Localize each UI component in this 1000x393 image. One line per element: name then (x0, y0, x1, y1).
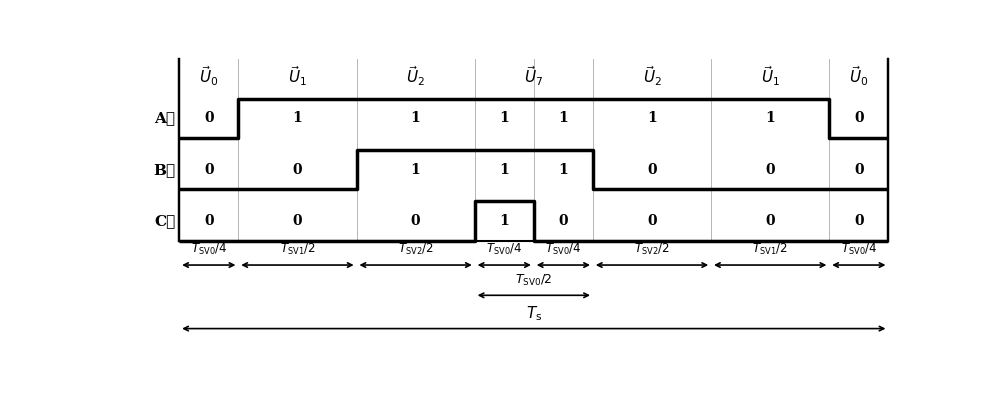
Text: $T_{\mathrm{SV0}}/4$: $T_{\mathrm{SV0}}/4$ (841, 242, 877, 257)
Text: $\vec{U}_2$: $\vec{U}_2$ (406, 64, 425, 88)
Text: 0: 0 (647, 214, 657, 228)
Text: 0: 0 (293, 214, 302, 228)
Text: 1: 1 (499, 111, 509, 125)
Text: 0: 0 (854, 163, 864, 177)
Text: $\vec{U}_7$: $\vec{U}_7$ (524, 64, 543, 88)
Text: 0: 0 (293, 163, 302, 177)
Text: $\vec{U}_1$: $\vec{U}_1$ (288, 64, 307, 88)
Text: 0: 0 (204, 163, 214, 177)
Text: 1: 1 (647, 111, 657, 125)
Text: $T_{\mathrm{SV0}}/4$: $T_{\mathrm{SV0}}/4$ (191, 242, 227, 257)
Text: 1: 1 (293, 111, 302, 125)
Text: C相: C相 (154, 214, 175, 228)
Text: $T_{\mathrm{SV2}}/2$: $T_{\mathrm{SV2}}/2$ (634, 242, 670, 257)
Text: $\vec{U}_2$: $\vec{U}_2$ (643, 64, 661, 88)
Text: $T_{\mathrm{SV2}}/2$: $T_{\mathrm{SV2}}/2$ (398, 242, 433, 257)
Text: 1: 1 (499, 163, 509, 177)
Text: 0: 0 (765, 163, 775, 177)
Text: 0: 0 (204, 214, 214, 228)
Text: $T_{\mathrm{SV0}}/4$: $T_{\mathrm{SV0}}/4$ (486, 242, 522, 257)
Text: A相: A相 (154, 111, 175, 125)
Text: 0: 0 (765, 214, 775, 228)
Text: $T_{\mathrm{SV1}}/2$: $T_{\mathrm{SV1}}/2$ (752, 242, 788, 257)
Text: $\vec{U}_1$: $\vec{U}_1$ (761, 64, 780, 88)
Text: $\vec{U}_0$: $\vec{U}_0$ (199, 64, 219, 88)
Text: 1: 1 (558, 163, 568, 177)
Text: 0: 0 (647, 163, 657, 177)
Text: 1: 1 (499, 214, 509, 228)
Text: $T_{\mathrm{SV1}}/2$: $T_{\mathrm{SV1}}/2$ (280, 242, 315, 257)
Text: 0: 0 (559, 214, 568, 228)
Text: 0: 0 (854, 111, 864, 125)
Text: $T_{\mathrm{SV0}}/2$: $T_{\mathrm{SV0}}/2$ (515, 273, 553, 288)
Text: 1: 1 (411, 111, 420, 125)
Text: 0: 0 (854, 214, 864, 228)
Text: B相: B相 (153, 163, 175, 177)
Text: 0: 0 (204, 111, 214, 125)
Text: 1: 1 (411, 163, 420, 177)
Text: 0: 0 (411, 214, 420, 228)
Text: 1: 1 (765, 111, 775, 125)
Text: $T_{\mathrm{SV0}}/4$: $T_{\mathrm{SV0}}/4$ (545, 242, 582, 257)
Text: 1: 1 (558, 111, 568, 125)
Text: $T_{\mathrm{s}}$: $T_{\mathrm{s}}$ (526, 304, 542, 323)
Text: $\vec{U}_0$: $\vec{U}_0$ (849, 64, 869, 88)
